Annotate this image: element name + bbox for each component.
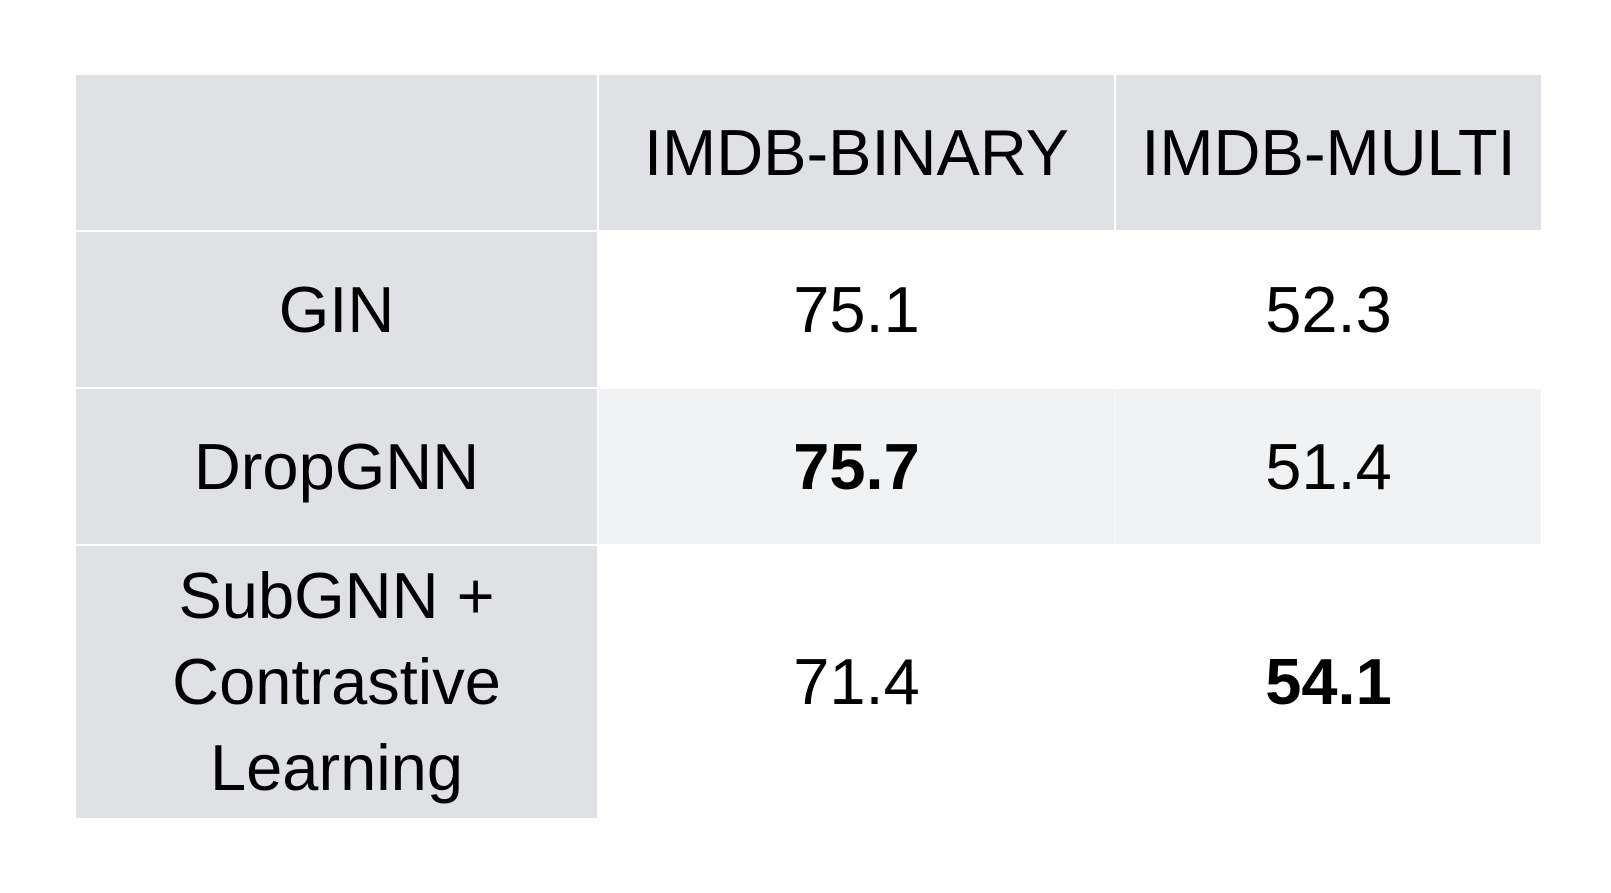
table-cell: 75.1 (599, 232, 1114, 387)
column-divider (1114, 75, 1116, 230)
table-corner-cell (76, 75, 597, 230)
results-table: IMDB-BINARY IMDB-MULTI GIN 75.1 52.3 Dro… (76, 75, 1541, 818)
column-divider (1114, 389, 1116, 544)
column-divider (1114, 232, 1116, 387)
column-divider (597, 232, 599, 387)
row-label-subgnn-contrastive-learning: SubGNN + Contrastive Learning (76, 546, 597, 818)
column-divider (597, 546, 599, 818)
row-label-line: Contrastive (172, 645, 501, 718)
column-divider (597, 75, 599, 230)
row-divider (76, 230, 1541, 232)
row-label-line: SubGNN + (178, 559, 495, 632)
table-cell: 54.1 (1116, 546, 1541, 818)
column-header-imdb-binary: IMDB-BINARY (599, 75, 1114, 230)
row-divider (76, 544, 1541, 546)
table-cell: 52.3 (1116, 232, 1541, 387)
column-divider (1114, 546, 1116, 818)
row-label-gin: GIN (76, 232, 597, 387)
row-divider (76, 387, 1541, 389)
column-divider (597, 389, 599, 544)
row-label-dropgnn: DropGNN (76, 389, 597, 544)
table-cell: 51.4 (1116, 389, 1541, 544)
column-header-imdb-multi: IMDB-MULTI (1116, 75, 1541, 230)
table-cell: 75.7 (599, 389, 1114, 544)
row-label-line: Learning (210, 731, 463, 804)
table-cell: 71.4 (599, 546, 1114, 818)
